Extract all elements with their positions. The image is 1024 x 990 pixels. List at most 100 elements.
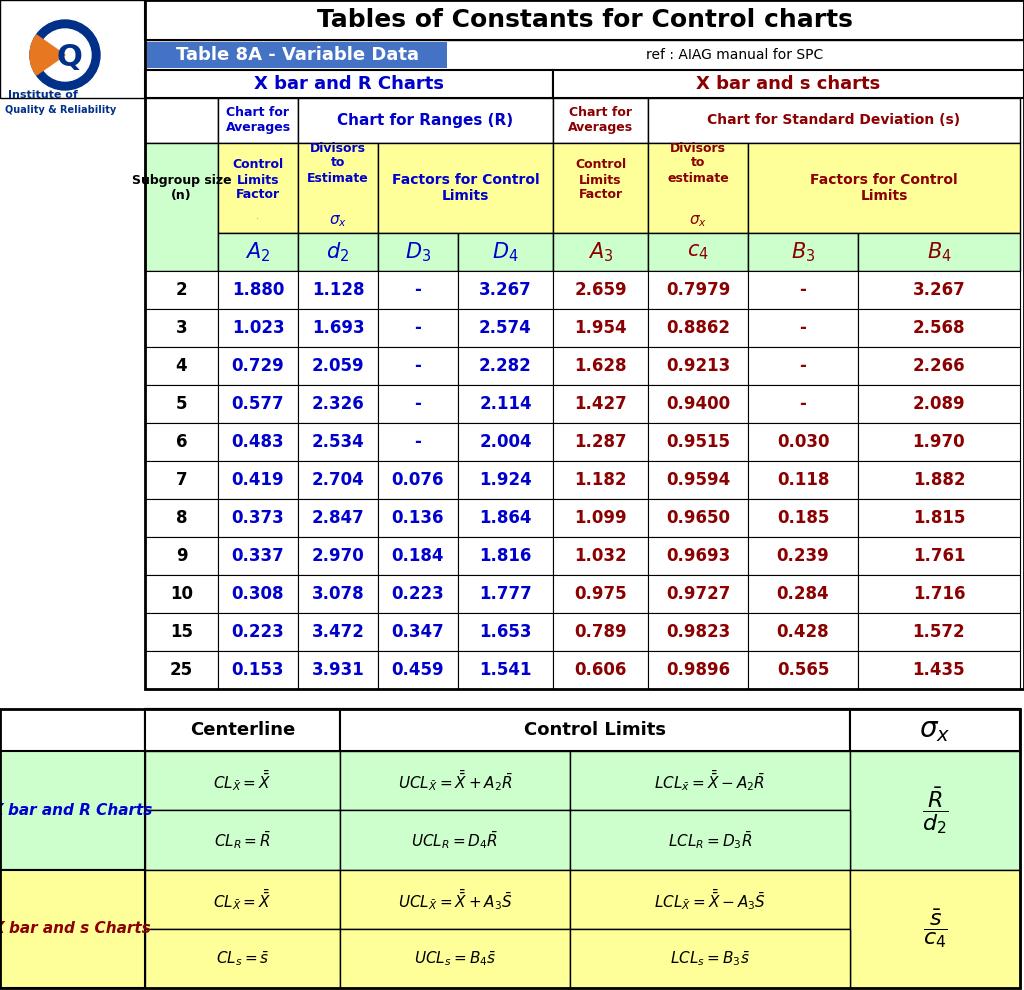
Wedge shape [30,35,65,75]
Text: 1.816: 1.816 [479,547,531,565]
Text: $LCL_R = D_3\bar{R}$: $LCL_R = D_3\bar{R}$ [668,829,753,850]
Text: 1.182: 1.182 [574,471,627,489]
Text: $CL_R = \bar{R}$: $CL_R = \bar{R}$ [214,829,271,850]
Text: 0.185: 0.185 [777,509,829,527]
Text: -: - [415,433,422,451]
Text: 0.076: 0.076 [392,471,444,489]
Text: 1.427: 1.427 [574,395,627,413]
Bar [458,385,553,423]
Bar [570,929,850,988]
Bar [553,309,648,347]
Bar [858,271,1020,309]
Bar [458,271,553,309]
Bar [378,461,458,499]
Text: 0.9400: 0.9400 [666,395,730,413]
Circle shape [39,29,91,81]
Bar [553,385,648,423]
Bar [340,751,570,810]
Text: Chart for
Averages: Chart for Averages [568,107,633,135]
Bar [340,709,850,751]
Text: 2.326: 2.326 [311,395,365,413]
Bar [850,751,1020,869]
Text: $UCL_s = B_4\bar{s}$: $UCL_s = B_4\bar{s}$ [414,949,497,968]
Text: 1.954: 1.954 [574,319,627,337]
Text: 0.9515: 0.9515 [666,433,730,451]
Text: Divisors
to
Estimate: Divisors to Estimate [307,142,369,184]
Text: 9: 9 [176,547,187,565]
Bar [218,143,298,233]
Text: 0.459: 0.459 [392,661,444,679]
Text: 0.337: 0.337 [231,547,285,565]
Text: $LCL_s = B_3\bar{s}$: $LCL_s = B_3\bar{s}$ [670,949,750,968]
Bar [340,810,570,869]
Text: 7: 7 [176,471,187,489]
Text: 0.136: 0.136 [392,509,444,527]
Text: $D_3$: $D_3$ [404,241,431,263]
Text: Subgroup size
(n): Subgroup size (n) [132,174,231,202]
Text: 0.9727: 0.9727 [666,585,730,603]
Bar [458,575,553,613]
Text: 1.815: 1.815 [912,509,966,527]
Text: 1.882: 1.882 [912,471,966,489]
Text: 1.970: 1.970 [912,433,966,451]
Text: Quality & Reliability: Quality & Reliability [5,105,117,115]
Bar [648,385,748,423]
Text: Tables of Constants for Control charts: Tables of Constants for Control charts [316,8,852,32]
Bar [648,423,748,461]
Bar [648,309,748,347]
Bar [145,309,218,347]
Text: 0.239: 0.239 [776,547,829,565]
Bar [648,233,748,271]
Text: 5: 5 [176,395,187,413]
Bar [553,347,648,385]
Text: 10: 10 [170,585,193,603]
Text: 1.099: 1.099 [574,509,627,527]
Bar [145,98,218,143]
Bar [298,575,378,613]
Text: 3: 3 [176,319,187,337]
Bar [218,347,298,385]
Text: -: - [415,395,422,413]
Bar [145,575,218,613]
Text: 3.472: 3.472 [311,623,365,641]
Text: $D_4$: $D_4$ [493,241,519,263]
Bar [340,929,570,988]
Text: $CL_{\bar{X}} = \bar{\bar{X}}$: $CL_{\bar{X}} = \bar{\bar{X}}$ [213,768,271,793]
Text: 0.7979: 0.7979 [666,281,730,299]
Bar [858,385,1020,423]
Bar [298,499,378,537]
Text: 1.572: 1.572 [912,623,966,641]
Text: 2.704: 2.704 [311,471,365,489]
Text: 0.606: 0.606 [574,661,627,679]
Text: 0.729: 0.729 [231,357,285,375]
Text: $LCL_{\bar{X}} = \bar{\bar{X}} - A_3\bar{S}$: $LCL_{\bar{X}} = \bar{\bar{X}} - A_3\bar… [654,887,766,912]
Text: 3.931: 3.931 [311,661,365,679]
Text: 3.267: 3.267 [479,281,531,299]
Bar [298,309,378,347]
Text: Control
Limits
Factor: Control Limits Factor [232,158,284,202]
Text: Divisors
to
estimate: Divisors to estimate [667,142,729,184]
Text: 2.847: 2.847 [311,509,365,527]
Text: 1.128: 1.128 [311,281,365,299]
Text: 0.9693: 0.9693 [666,547,730,565]
Bar [648,499,748,537]
Bar [458,537,553,575]
Bar [145,709,340,751]
Text: $CL_s = \bar{s}$: $CL_s = \bar{s}$ [216,949,269,968]
Bar [145,0,1024,689]
Bar [0,0,145,98]
Bar [145,423,218,461]
Bar [378,537,458,575]
Bar [145,613,218,651]
Text: Centerline: Centerline [189,721,295,739]
Bar [298,98,553,143]
Text: $d_2$: $d_2$ [327,241,349,263]
Bar [858,233,1020,271]
Bar [145,537,218,575]
Text: 0.9213: 0.9213 [666,357,730,375]
Bar [218,98,298,143]
Text: $A_2$: $A_2$ [246,241,270,263]
Bar [858,613,1020,651]
Bar [648,347,748,385]
Text: -: - [415,281,422,299]
